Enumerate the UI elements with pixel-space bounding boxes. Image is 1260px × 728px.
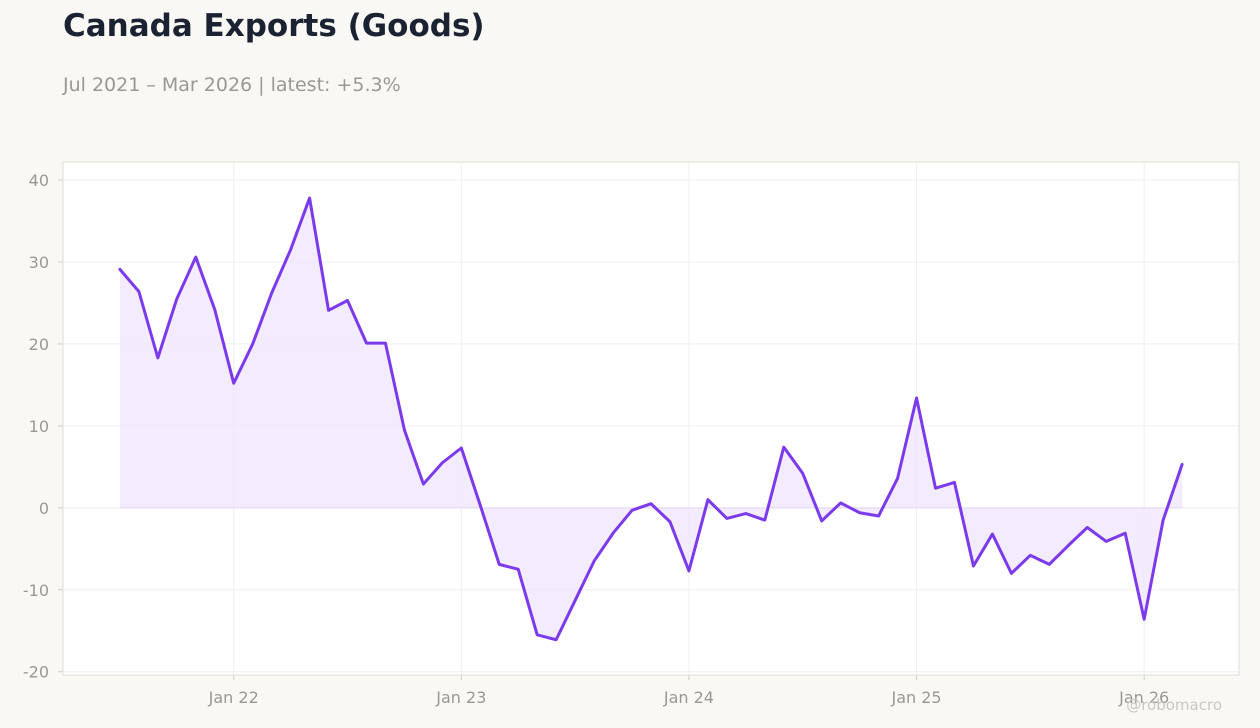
series-lines (118, 196, 1184, 642)
y-tick-label: -10 (23, 581, 49, 600)
area-fill (119, 198, 1183, 640)
page-title: Canada Exports (Goods) (63, 8, 485, 44)
series-line (118, 196, 1184, 642)
y-tick-label: 30 (29, 253, 49, 272)
watermark: @robomacro (1126, 696, 1222, 714)
y-tick-label: 40 (29, 171, 49, 190)
x-tick-label: Jan 25 (890, 688, 941, 707)
y-tick-label: -20 (23, 663, 49, 682)
y-tick-label: 20 (29, 335, 49, 354)
y-tick-label: 10 (29, 417, 49, 436)
x-tick-label: Jan 23 (435, 688, 486, 707)
y-tick-label: 0 (39, 499, 49, 518)
x-axis-ticks: Jan 22 Jan 23 Jan 24 Jan 25 Jan 26 (208, 675, 1169, 707)
x-tick-label: Jan 24 (663, 688, 714, 707)
x-tick-label: Jan 26 (1118, 688, 1169, 707)
page-subtitle: Jul 2021 – Mar 2026 | latest: +5.3% (63, 74, 401, 96)
series-area (119, 198, 1183, 640)
x-tick-label: Jan 22 (208, 688, 259, 707)
y-axis-ticks: 40 30 20 10 0 -10 -20 (23, 171, 63, 682)
